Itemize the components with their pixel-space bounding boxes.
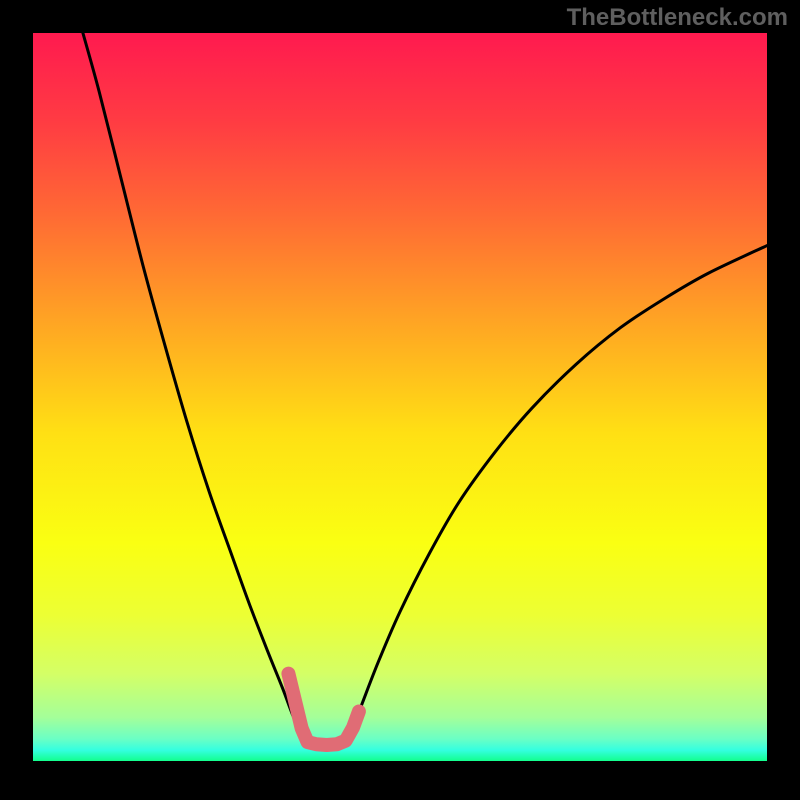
- bottleneck-chart: [33, 33, 767, 761]
- watermark-text: TheBottleneck.com: [567, 4, 788, 31]
- watermark: TheBottleneck.com: [567, 4, 788, 32]
- plot-area: [33, 33, 767, 761]
- gradient-background: [33, 33, 767, 761]
